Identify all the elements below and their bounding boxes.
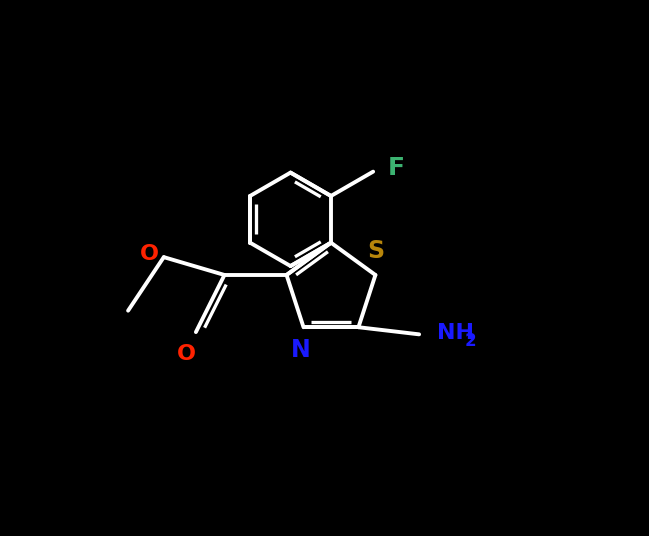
Text: S: S <box>367 239 384 263</box>
Text: 2: 2 <box>465 332 476 350</box>
Text: F: F <box>387 157 404 181</box>
Text: NH: NH <box>437 323 474 343</box>
Text: O: O <box>177 344 195 364</box>
Text: N: N <box>290 338 310 362</box>
Text: O: O <box>140 244 158 264</box>
